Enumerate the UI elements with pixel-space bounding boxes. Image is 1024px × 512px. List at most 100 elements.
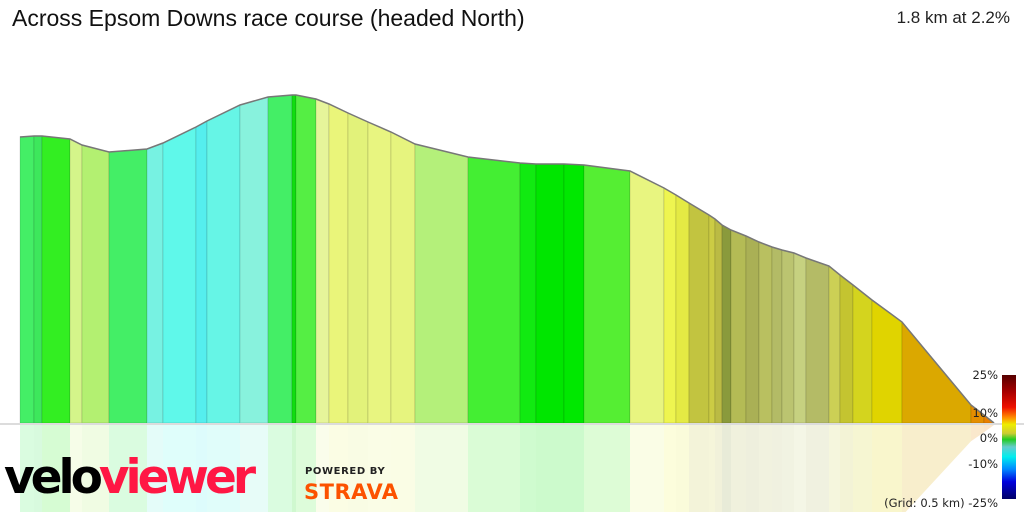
gradient-segment[interactable] — [291, 94, 297, 424]
reflection-segment — [536, 425, 564, 512]
reflection-segment — [207, 425, 240, 512]
reflection-segment — [520, 425, 536, 512]
gradient-segment[interactable] — [146, 142, 164, 424]
gradient-segment[interactable] — [239, 96, 269, 424]
legend-label-minus-25: (Grid: 0.5 km) -25% — [884, 496, 998, 510]
reflection-segment — [240, 425, 268, 512]
reflection-segment — [34, 425, 42, 512]
gradient-segment[interactable] — [714, 217, 723, 424]
gradient-segment[interactable] — [347, 112, 369, 424]
reflection-segment — [971, 425, 984, 442]
gradient-segment[interactable] — [390, 131, 416, 424]
gradient-segment[interactable] — [793, 252, 807, 424]
reflection-segment — [391, 425, 415, 512]
reflection-segment — [368, 425, 391, 512]
reflection-segment — [676, 425, 689, 512]
gradient-segment[interactable] — [519, 162, 537, 424]
reflection-segment — [794, 425, 806, 512]
gradient-segment[interactable] — [108, 148, 148, 424]
veloviewer-logo[interactable]: veloviewer — [4, 450, 256, 505]
gradient-segment[interactable] — [828, 264, 841, 424]
gradient-segment[interactable] — [675, 194, 690, 424]
reflection-segment — [829, 425, 840, 512]
gradient-segment[interactable] — [33, 135, 43, 424]
gradient-segment[interactable] — [688, 202, 710, 424]
gradient-segment[interactable] — [745, 235, 760, 424]
reflection-segment — [759, 425, 772, 512]
gradient-segment[interactable] — [414, 143, 469, 424]
chart-title: Across Epsom Downs race course (headed N… — [12, 5, 525, 31]
gradient-segment[interactable] — [901, 320, 972, 424]
gradient-segment[interactable] — [162, 126, 197, 424]
legend-label-25: 25% — [972, 368, 998, 382]
legend-label-0: 0% — [979, 431, 998, 445]
reflection-segment — [316, 425, 329, 512]
gradient-segment[interactable] — [367, 121, 392, 424]
gradient-segment[interactable] — [852, 283, 873, 424]
reflection-segment — [715, 425, 722, 512]
gradient-segment[interactable] — [19, 135, 35, 424]
gradient-segment[interactable] — [629, 170, 665, 424]
reflection-segment — [984, 425, 994, 433]
chart-baseline — [0, 423, 1024, 425]
reflection-segment — [806, 425, 829, 512]
gradient-segment[interactable] — [708, 214, 716, 424]
gradient-segment[interactable] — [721, 224, 732, 424]
gradient-segment[interactable] — [535, 163, 565, 424]
grid-note: (Grid: 0.5 km) — [884, 496, 965, 510]
reflection-segment — [268, 425, 292, 512]
gradient-segment[interactable] — [583, 164, 631, 424]
gradient-segment[interactable] — [295, 94, 317, 424]
gradient-segment[interactable] — [663, 187, 677, 424]
reflection-segment — [731, 425, 746, 512]
reflection-segment — [782, 425, 794, 512]
reflection-segment — [82, 425, 109, 512]
reflection-segment — [689, 425, 709, 512]
gradient-segment[interactable] — [195, 120, 208, 424]
elevation-outline — [19, 94, 995, 424]
reflection-segment — [853, 425, 872, 512]
gradient-segment[interactable] — [328, 103, 349, 424]
reflection-segment — [564, 425, 584, 512]
reflection-segment — [292, 425, 296, 512]
reflection-segment — [196, 425, 207, 512]
reflection-segment — [20, 425, 34, 512]
gradient-segment[interactable] — [730, 229, 747, 424]
reflection-segment — [872, 425, 902, 512]
reflection-segment — [468, 425, 520, 512]
reflection-segment — [902, 425, 971, 512]
strava-logo[interactable]: STRAVA — [304, 480, 399, 504]
reflection-segment — [415, 425, 468, 512]
gradient-segment[interactable] — [563, 163, 585, 424]
gradient-segment[interactable] — [781, 249, 795, 424]
reflection-segment — [664, 425, 676, 512]
gradient-segment[interactable] — [81, 144, 110, 424]
reflection-segment — [42, 425, 70, 512]
gradient-segment[interactable] — [206, 104, 241, 424]
legend-label-minus-10: -10% — [968, 457, 998, 471]
reflection-segment — [630, 425, 664, 512]
reflection-segment — [109, 425, 147, 512]
reflection-segment — [147, 425, 163, 512]
gradient-segment[interactable] — [805, 257, 830, 424]
reflection-segment — [163, 425, 196, 512]
gradient-segment[interactable] — [41, 135, 71, 424]
gradient-segment[interactable] — [69, 138, 83, 424]
reflection-segment — [584, 425, 630, 512]
reflection-segment — [746, 425, 759, 512]
gradient-color-scale — [1002, 375, 1016, 499]
gradient-segment[interactable] — [267, 94, 293, 424]
legend-label-10: 10% — [972, 406, 998, 420]
gradient-segment[interactable] — [839, 273, 854, 424]
gradient-segment[interactable] — [758, 241, 773, 424]
reflection-segment — [296, 425, 316, 512]
gradient-segment[interactable] — [771, 246, 783, 424]
reflection-segment — [772, 425, 782, 512]
route-summary: 1.8 km at 2.2% — [896, 8, 1010, 27]
gradient-segment[interactable] — [467, 156, 521, 424]
gradient-segment[interactable] — [315, 98, 330, 424]
powered-by-label: POWERED BY — [305, 466, 386, 477]
reflection-segment — [70, 425, 82, 512]
reflection-segment — [329, 425, 348, 512]
